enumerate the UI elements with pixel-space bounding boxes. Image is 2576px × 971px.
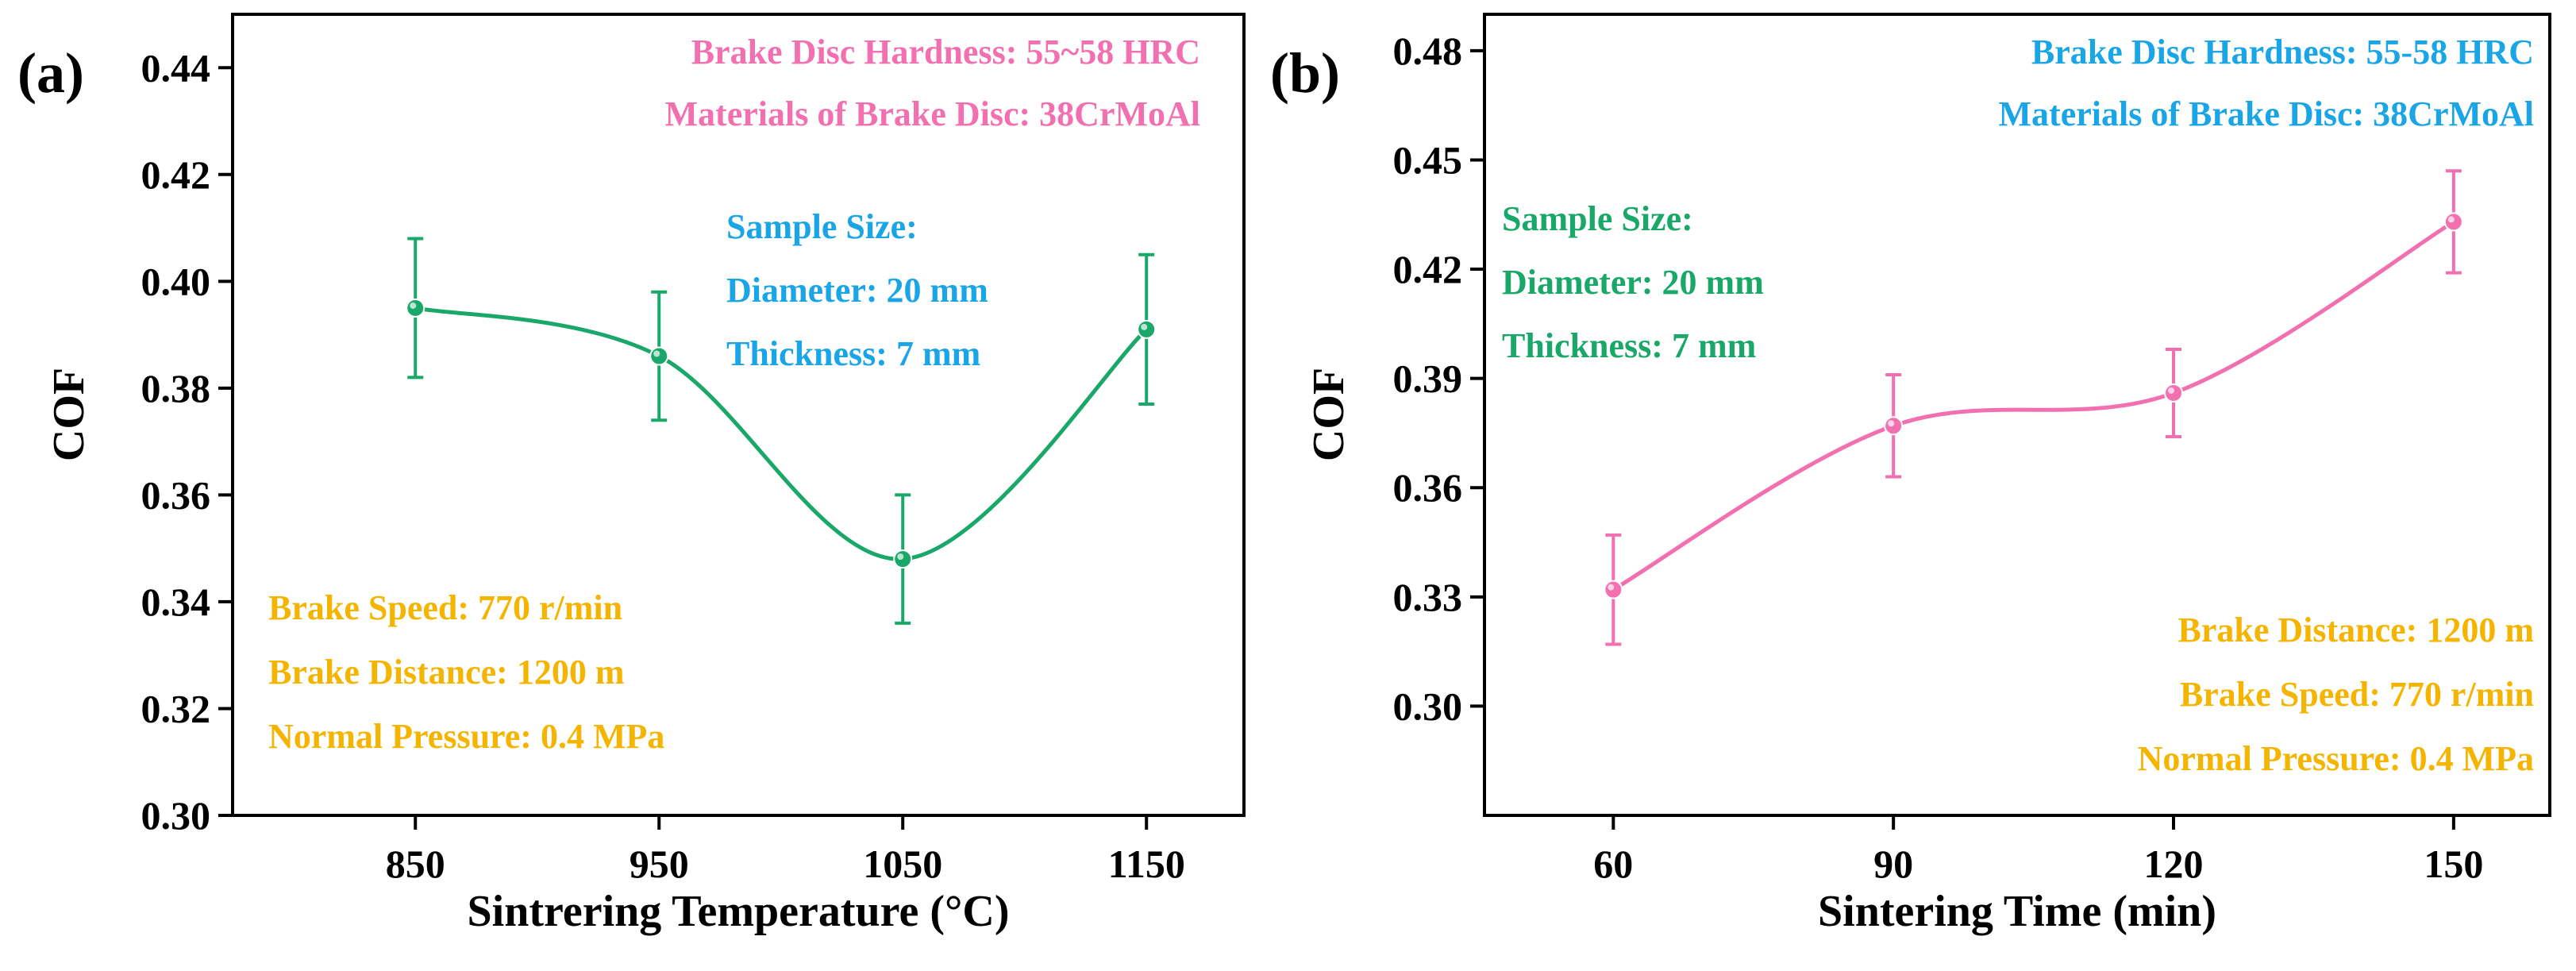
data-point-highlight [1888, 420, 1895, 427]
annotation-line: Sample Size: [726, 207, 918, 246]
x-tick-label: 60 [1593, 842, 1633, 886]
annotation-line: Sample Size: [1502, 199, 1693, 238]
annotation-line: Brake Distance: 1200 m [2178, 611, 2535, 649]
data-point [1137, 319, 1157, 339]
annotation-line: Brake Speed: 770 r/min [268, 588, 622, 627]
y-tick-label: 0.40 [141, 259, 211, 303]
data-point-highlight [1608, 584, 1615, 591]
y-tick-label: 0.32 [141, 686, 211, 730]
data-point [649, 346, 669, 366]
x-tick-label: 950 [630, 842, 689, 886]
data-point-highlight [2168, 387, 2175, 394]
annotation-line: Brake Speed: 770 r/min [2180, 675, 2534, 714]
annotation-line: Diameter: 20 mm [1502, 263, 1764, 302]
series-line [1612, 220, 2455, 591]
plot-frame [1483, 13, 2551, 817]
y-tick-label: 0.30 [1393, 684, 1463, 728]
series-line [414, 306, 1148, 561]
y-tick-label: 0.45 [1393, 137, 1463, 182]
annotation-line: Diameter: 20 mm [726, 271, 988, 310]
y-tick-label: 0.36 [1393, 465, 1463, 510]
data-point [1604, 580, 1623, 599]
data-point-highlight [2447, 216, 2455, 223]
y-tick-label: 0.42 [141, 152, 211, 197]
annotation-line: Normal Pressure: 0.4 MPa [268, 717, 664, 756]
y-tick-label: 0.30 [141, 793, 211, 838]
annotation-line: Materials of Brake Disc: 38CrMoAl [1999, 94, 2534, 133]
annotation-line: Materials of Brake Disc: 38CrMoAl [665, 94, 1200, 133]
x-tick-label: 850 [386, 842, 445, 886]
panel-label: (b) [1270, 41, 1340, 105]
data-point-highlight [410, 302, 417, 309]
x-tick-label: 150 [2424, 842, 2483, 886]
annotation-line: Brake Distance: 1200 m [268, 653, 625, 692]
y-tick-label: 0.33 [1393, 575, 1463, 619]
y-axis-title: COF [1304, 368, 1353, 461]
data-point-highlight [653, 350, 660, 357]
annotation-line: Normal Pressure: 0.4 MPa [2138, 739, 2534, 778]
panel-b: 0.30 0.33 0.36 0.39 0.42 0.45 0.48 60 90 120 150 Si… [1270, 13, 2551, 936]
x-tick-label: 1150 [1108, 842, 1185, 886]
x-axis-title: Sintrering Temperature (°C) [468, 887, 1010, 936]
y-tick-label: 0.48 [1393, 29, 1463, 73]
y-tick-label: 0.36 [141, 472, 211, 517]
annotation-line: Brake Disc Hardness: 55~58 HRC [691, 33, 1200, 71]
data-point-highlight [1141, 323, 1148, 330]
panel-a: 0.30 0.32 0.34 0.36 0.38 0.40 0.42 0.44 850 950 10… [17, 13, 1246, 936]
x-axis-title: Sintering Time (min) [1818, 887, 2216, 936]
y-tick-label: 0.34 [141, 580, 211, 624]
annotation-line: Thickness: 7 mm [1502, 326, 1756, 365]
y-tick-label: 0.38 [141, 366, 211, 410]
y-tick-label: 0.44 [141, 45, 211, 90]
panel-label: (a) [17, 41, 84, 105]
data-point [406, 298, 425, 318]
x-tick-label: 90 [1873, 842, 1913, 886]
data-point [2164, 383, 2184, 403]
data-point-highlight [897, 553, 904, 561]
data-point [893, 549, 913, 569]
y-axis-title: COF [44, 368, 94, 461]
y-tick-label: 0.39 [1393, 356, 1463, 401]
annotation-line: Brake Disc Hardness: 55-58 HRC [2031, 33, 2534, 71]
annotation-line: Thickness: 7 mm [726, 334, 980, 373]
x-tick-label: 1050 [863, 842, 942, 886]
data-point [1884, 416, 1904, 436]
data-point [2443, 212, 2463, 232]
x-tick-label: 120 [2144, 842, 2204, 886]
y-tick-label: 0.42 [1393, 247, 1463, 291]
plot-frame [231, 13, 1246, 817]
